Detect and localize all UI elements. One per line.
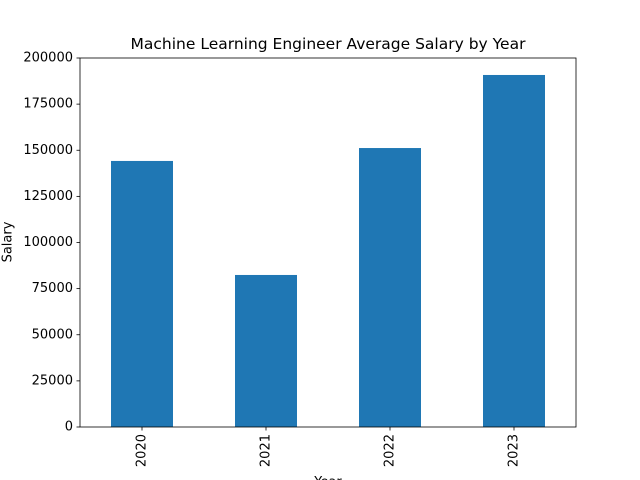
y-axis-label: Salary [1, 221, 16, 262]
y-tick-label: 150000 [23, 143, 73, 158]
chart-title: Machine Learning Engineer Average Salary… [131, 35, 527, 53]
y-tick-label: 25000 [32, 373, 73, 388]
y-tick-label: 175000 [23, 97, 73, 112]
bar [111, 160, 173, 428]
bar [235, 274, 297, 427]
x-tick-label: 2022 [383, 434, 398, 467]
y-tick-label: 125000 [23, 189, 73, 204]
x-axis-label: Year [313, 475, 342, 480]
x-tick-label: 2020 [135, 434, 150, 467]
x-tick-label: 2023 [507, 434, 522, 467]
x-tick-label: 2021 [259, 434, 274, 467]
bar [359, 148, 421, 427]
y-tick-label: 100000 [23, 235, 73, 250]
bar [483, 74, 545, 427]
y-tick-label: 75000 [32, 281, 73, 296]
plot-frame [79, 57, 577, 428]
y-tick-label: 50000 [32, 327, 73, 342]
y-tick-label: 200000 [23, 51, 73, 66]
y-tick-label: 0 [65, 420, 73, 435]
